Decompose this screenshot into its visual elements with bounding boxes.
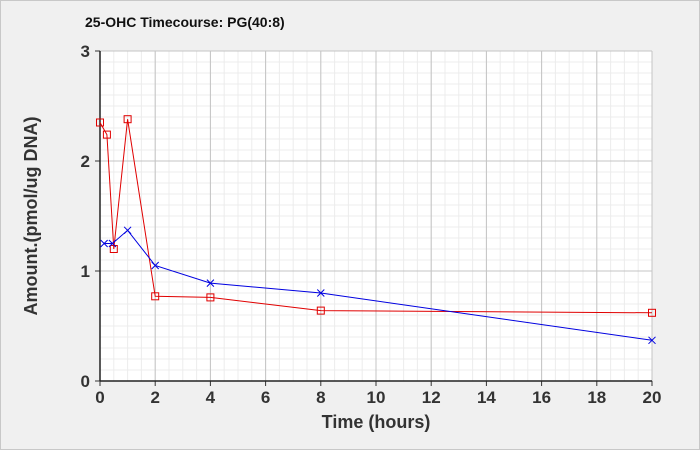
x-tick-label: 16 bbox=[532, 388, 551, 407]
data-point-blue bbox=[206, 279, 215, 287]
x-axis-label: Time (hours) bbox=[322, 412, 431, 432]
x-tick-label: 0 bbox=[95, 388, 104, 407]
x-tick-label: 4 bbox=[206, 388, 216, 407]
data-point-red bbox=[102, 130, 111, 139]
y-axis-label: Amount.(pmol/ug DNA) bbox=[21, 117, 41, 316]
y-tick-label: 3 bbox=[81, 42, 90, 61]
x-tick-label: 8 bbox=[316, 388, 325, 407]
data-point-blue bbox=[108, 239, 117, 248]
data-point-red bbox=[96, 118, 104, 127]
data-point-blue bbox=[151, 261, 160, 270]
y-tick-label: 2 bbox=[81, 152, 90, 171]
data-point-red bbox=[206, 293, 215, 302]
x-tick-label: 14 bbox=[477, 388, 496, 407]
data-point-blue bbox=[100, 239, 108, 248]
data-point-red bbox=[123, 115, 132, 124]
chart-title: 25-OHC Timecourse: PG(40:8) bbox=[85, 14, 285, 30]
data-point-blue bbox=[648, 336, 656, 345]
x-tick-label: 12 bbox=[422, 388, 441, 407]
x-tick-label: 6 bbox=[261, 388, 270, 407]
y-tick-label: 0 bbox=[81, 372, 90, 391]
x-tick-label: 10 bbox=[367, 388, 386, 407]
data-point-blue bbox=[123, 226, 132, 235]
y-tick-label: 1 bbox=[81, 262, 90, 281]
data-point-red bbox=[648, 308, 656, 317]
x-tick-label: 20 bbox=[643, 388, 662, 407]
data-point-red bbox=[151, 292, 160, 301]
data-point-blue bbox=[316, 289, 325, 297]
data-point-red bbox=[316, 306, 325, 315]
x-tick-label: 18 bbox=[587, 388, 606, 407]
x-tick-label: 2 bbox=[150, 388, 159, 407]
series-line-red bbox=[99, 119, 653, 314]
